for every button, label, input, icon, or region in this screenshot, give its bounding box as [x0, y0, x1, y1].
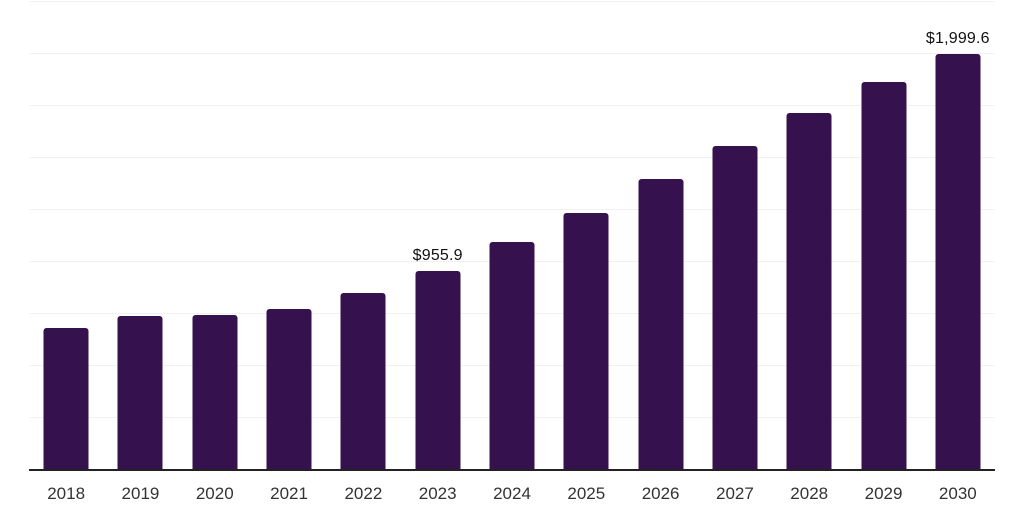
bar-2030[interactable]: $1,999.6 — [926, 30, 990, 470]
bars-layer: $955.9 $1,999.6 — [29, 2, 995, 470]
bar-2025[interactable] — [563, 213, 609, 470]
gridline-2000 — [29, 53, 995, 54]
bar-value-label-2030: $1,999.6 — [925, 30, 990, 48]
bar-2029[interactable] — [861, 82, 907, 470]
bar-2028[interactable] — [786, 113, 832, 470]
x-tick-label-2030: 2030 — [938, 484, 977, 503]
gridline-1500 — [29, 157, 995, 159]
x-axis-line — [29, 469, 995, 471]
gridline-1750 — [29, 105, 995, 106]
x-tick-label-2021: 2021 — [270, 484, 308, 503]
bar-2019[interactable] — [117, 316, 163, 470]
bar-2026[interactable] — [638, 179, 684, 470]
x-tick-label-2028: 2028 — [790, 484, 829, 503]
x-tick-label-2020: 2020 — [195, 484, 234, 503]
bar-2018[interactable] — [43, 328, 89, 470]
x-tick-label-2026: 2026 — [641, 484, 680, 503]
bar-2024[interactable] — [489, 241, 535, 470]
x-tick-label-2025: 2025 — [567, 484, 606, 503]
bar-2023[interactable]: $955.9 — [413, 247, 463, 470]
x-tick-label-2022: 2022 — [344, 484, 383, 503]
x-tick-label-2019: 2019 — [121, 484, 160, 503]
x-tick-label-2023: 2023 — [418, 484, 457, 503]
gridline-1250 — [29, 209, 995, 210]
x-axis-labels: 2018 2019 2020 2021 2022 2023 2024 2025 2026 2027… — [29, 470, 995, 512]
x-tick-label-2018: 2018 — [47, 484, 86, 503]
bar-2027[interactable] — [712, 146, 758, 470]
x-tick-label-2027: 2027 — [716, 484, 754, 503]
x-tick-label-2029: 2029 — [864, 484, 903, 503]
bar-2020[interactable] — [192, 315, 238, 470]
x-tick-label-2024: 2024 — [493, 484, 531, 503]
bar-2021[interactable] — [266, 309, 312, 470]
bar-2022[interactable] — [340, 293, 386, 470]
plot-area: $955.9 $1,999.6 — [29, 1, 995, 471]
gridline-2250 — [29, 1, 995, 2]
bar-value-label-2023: $955.9 — [412, 247, 463, 265]
